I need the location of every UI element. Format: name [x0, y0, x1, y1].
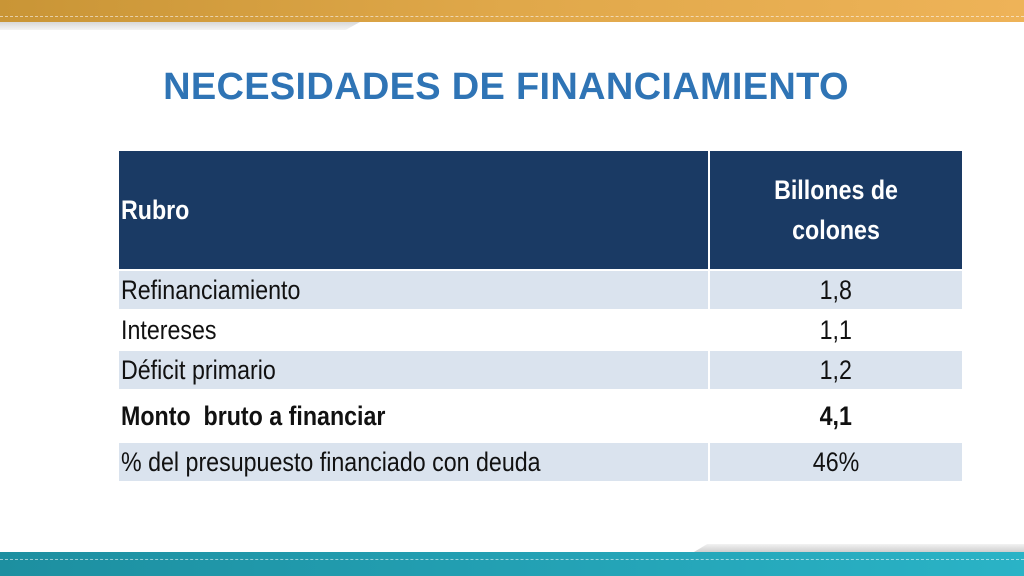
row-label: Déficit primario: [117, 349, 710, 391]
top-shadow-decoration: [0, 22, 360, 30]
row-value: 4,1: [708, 389, 964, 443]
header-rubro-label: Rubro: [121, 194, 190, 225]
row-label: % del presupuesto financiado con deuda: [117, 441, 710, 483]
row-label-text: Monto bruto a financiar: [121, 400, 386, 431]
header-valor-line2: colones: [792, 215, 880, 245]
row-value: 1,1: [708, 309, 964, 351]
table-row-total: Monto bruto a financiar 4,1: [117, 389, 964, 443]
bottom-decorative-band: [0, 552, 1024, 576]
table-row: % del presupuesto financiado con deuda 4…: [117, 441, 964, 483]
row-value-text: 46%: [812, 446, 860, 477]
bottom-shadow-decoration: [694, 544, 1024, 552]
row-value-text: 1,2: [819, 354, 853, 385]
top-decorative-band: [0, 0, 1024, 22]
row-value: 46%: [708, 441, 964, 483]
financing-table: Rubro Billones de colones Refinanciamien…: [117, 149, 964, 483]
slide-title: NECESIDADES DE FINANCIAMIENTO: [163, 66, 849, 108]
row-label: Intereses: [117, 309, 710, 351]
table-header-row: Rubro Billones de colones: [117, 149, 964, 271]
row-value: 1,8: [708, 269, 964, 311]
header-valor-line1: Billones de: [774, 175, 898, 205]
header-rubro: Rubro: [117, 149, 710, 271]
table-row: Déficit primario 1,2: [117, 349, 964, 391]
row-label: Refinanciamiento: [117, 269, 710, 311]
row-label-text: Déficit primario: [121, 354, 276, 385]
row-label: Monto bruto a financiar: [117, 389, 710, 443]
row-label-text: Refinanciamiento: [121, 274, 301, 305]
header-valor: Billones de colones: [708, 149, 964, 271]
table-row: Refinanciamiento 1,8: [117, 269, 964, 311]
row-value-text: 1,8: [819, 274, 853, 305]
row-value-text: 1,1: [819, 314, 853, 345]
row-label-text: Intereses: [121, 314, 217, 345]
row-value: 1,2: [708, 349, 964, 391]
row-value-text: 4,1: [819, 400, 853, 431]
table-row: Intereses 1,1: [117, 309, 964, 351]
row-label-text: % del presupuesto financiado con deuda: [121, 446, 541, 477]
